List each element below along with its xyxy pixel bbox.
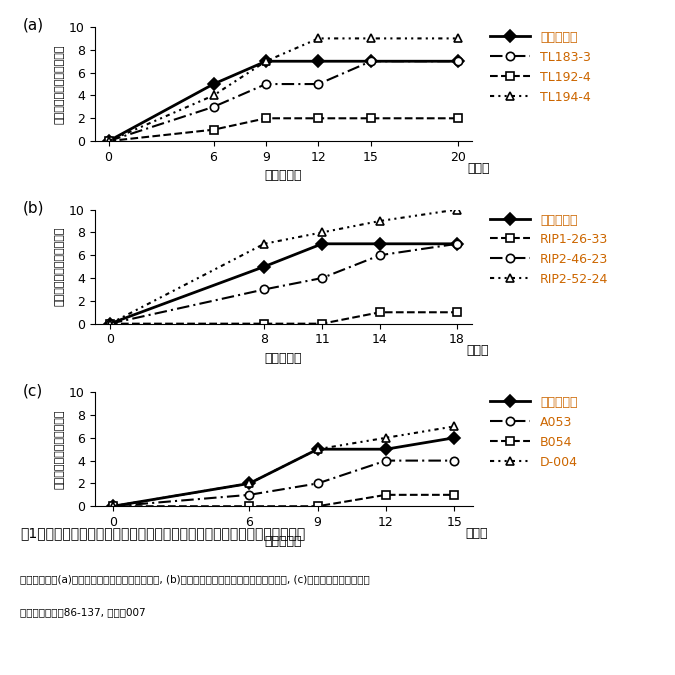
RIP1-26-33 <box>106 320 114 328</box>
RIP1-26-33 <box>260 320 268 328</box>
TL192-4 <box>454 114 462 122</box>
X-axis label: 接種後日数: 接種後日数 <box>265 352 302 365</box>
Legend: どんとこい, A053, B054, D-004: どんとこい, A053, B054, D-004 <box>490 396 578 468</box>
Text: 図1．　隠離温室における組換えイネ系統のいもち病発病程度の経時的変化: 図1． 隠離温室における組換えイネ系統のいもち病発病程度の経時的変化 <box>20 526 306 541</box>
D-004 <box>109 502 117 510</box>
A053 <box>109 502 117 510</box>
Line: TL194-4: TL194-4 <box>105 34 462 145</box>
TL194-4 <box>315 34 323 43</box>
Line: TL192-4: TL192-4 <box>105 114 462 145</box>
B054 <box>245 502 253 510</box>
TL192-4 <box>315 114 323 122</box>
Y-axis label: 葉いもち発病程度（指数）: 葉いもち発病程度（指数） <box>55 410 65 489</box>
どんとこい <box>314 445 322 453</box>
TL194-4 <box>105 137 113 145</box>
TL183-3 <box>454 57 462 65</box>
RIP2-46-23 <box>318 274 326 282</box>
RIP2-46-23 <box>106 320 114 328</box>
D-004 <box>314 445 322 453</box>
A053 <box>245 491 253 499</box>
TL183-3 <box>315 80 323 88</box>
Text: いもち病菌：稴86-137, レース007: いもち病菌：稴86-137, レース007 <box>20 608 146 618</box>
TL192-4 <box>262 114 270 122</box>
TL192-4 <box>209 126 217 134</box>
TL183-3 <box>262 80 270 88</box>
Legend: どんとこい, TL183-3, TL192-4, TL194-4: どんとこい, TL183-3, TL192-4, TL194-4 <box>490 31 591 103</box>
A053 <box>382 456 390 464</box>
Text: （日）: （日） <box>466 344 489 357</box>
B054 <box>382 491 390 499</box>
Y-axis label: 葉いもち発病程度（指数）: 葉いもち発病程度（指数） <box>55 227 65 306</box>
TL194-4 <box>209 91 217 99</box>
どんとこい <box>453 240 461 248</box>
どんとこい <box>315 57 323 65</box>
RIP2-52-24 <box>376 217 384 225</box>
RIP1-26-33 <box>318 320 326 328</box>
B054 <box>314 502 322 510</box>
TL192-4 <box>105 137 113 145</box>
Line: A053: A053 <box>109 456 458 510</box>
B054 <box>450 491 458 499</box>
A053 <box>314 479 322 487</box>
どんとこい <box>245 479 253 487</box>
どんとこい <box>367 57 375 65</box>
Line: RIP1-26-33: RIP1-26-33 <box>106 308 461 328</box>
X-axis label: 接種後日数: 接種後日数 <box>265 169 302 182</box>
TL194-4 <box>367 34 375 43</box>
どんとこい <box>318 240 326 248</box>
A053 <box>450 456 458 464</box>
TL183-3 <box>367 57 375 65</box>
Text: （日）: （日） <box>466 526 488 540</box>
Text: (a): (a) <box>23 18 44 33</box>
RIP1-26-33 <box>376 308 384 317</box>
どんとこい <box>209 80 217 88</box>
RIP2-52-24 <box>453 205 461 213</box>
RIP2-52-24 <box>318 228 326 236</box>
どんとこい <box>376 240 384 248</box>
どんとこい <box>450 434 458 442</box>
TL183-3 <box>209 103 217 111</box>
Text: (c): (c) <box>23 383 43 398</box>
X-axis label: 接種後日数: 接種後日数 <box>265 535 302 547</box>
D-004 <box>382 434 390 442</box>
TL192-4 <box>367 114 375 122</box>
TL183-3 <box>105 137 113 145</box>
Line: TL183-3: TL183-3 <box>105 57 462 145</box>
RIP2-46-23 <box>376 251 384 259</box>
どんとこい <box>106 320 114 328</box>
B054 <box>109 502 117 510</box>
TL194-4 <box>454 34 462 43</box>
RIP2-52-24 <box>260 240 268 248</box>
Line: B054: B054 <box>109 491 458 510</box>
どんとこい <box>105 137 113 145</box>
TL194-4 <box>262 57 270 65</box>
RIP2-46-23 <box>260 286 268 294</box>
Legend: どんとこい, RIP1-26-33, RIP2-46-23, RIP2-52-24: どんとこい, RIP1-26-33, RIP2-46-23, RIP2-52-2… <box>490 213 608 286</box>
Text: 導入遣伝子：(a)タウマチン様タンパク質遗伝子, (b)リボゾーム不活性化タンパク質遗伝子, (c)ディフェンシン遗伝子: 導入遣伝子：(a)タウマチン様タンパク質遗伝子, (b)リボゾーム不活性化タンパ… <box>20 574 370 584</box>
Line: D-004: D-004 <box>109 422 458 510</box>
Line: どんとこい: どんとこい <box>109 433 458 510</box>
Line: RIP2-46-23: RIP2-46-23 <box>106 240 461 328</box>
Line: どんとこい: どんとこい <box>106 240 461 328</box>
D-004 <box>245 479 253 487</box>
RIP1-26-33 <box>453 308 461 317</box>
Text: (b): (b) <box>23 200 44 215</box>
どんとこい <box>109 502 117 510</box>
D-004 <box>450 423 458 431</box>
Y-axis label: 葉いもち発病程度（指数）: 葉いもち発病程度（指数） <box>55 45 65 124</box>
Line: どんとこい: どんとこい <box>105 57 462 145</box>
RIP2-52-24 <box>106 320 114 328</box>
RIP2-46-23 <box>453 240 461 248</box>
どんとこい <box>382 445 390 453</box>
どんとこい <box>262 57 270 65</box>
Line: RIP2-52-24: RIP2-52-24 <box>106 205 461 328</box>
Text: （日）: （日） <box>467 161 490 175</box>
どんとこい <box>454 57 462 65</box>
どんとこい <box>260 263 268 271</box>
